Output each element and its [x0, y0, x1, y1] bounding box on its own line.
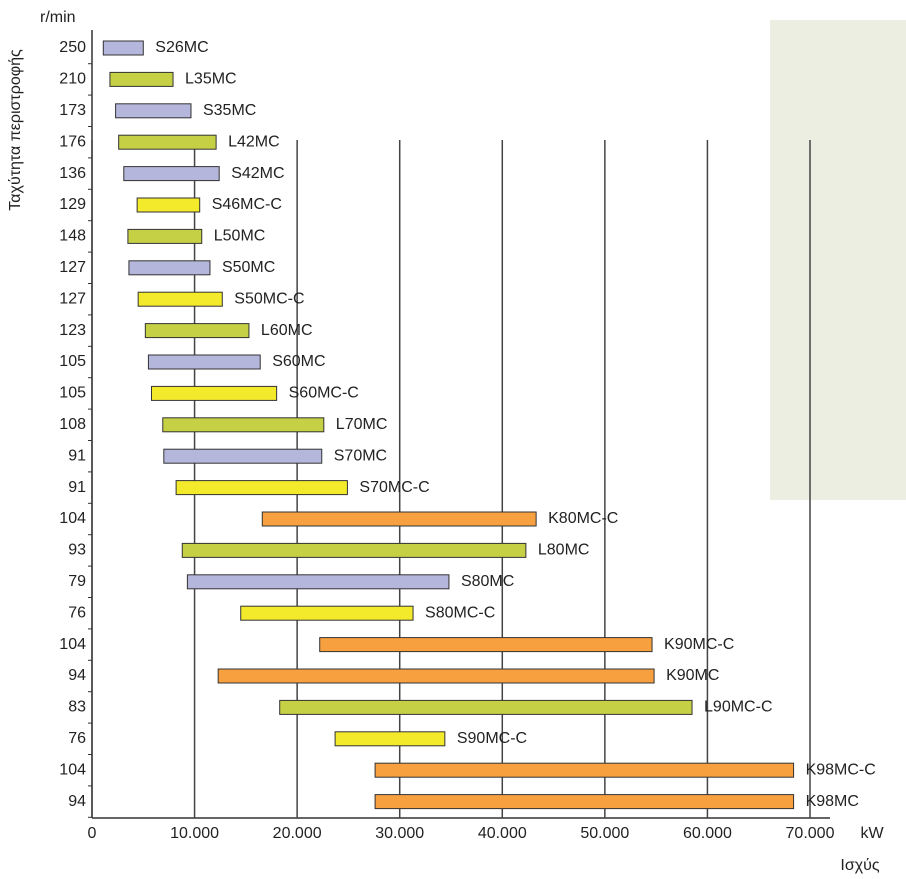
bar [115, 103, 192, 119]
speed-label: 94 [68, 667, 86, 684]
engine-label: K90MC [666, 667, 719, 684]
engine-label: S60MC-C [289, 385, 359, 402]
bar [334, 731, 446, 747]
x-tick-label: 10.000 [170, 825, 219, 842]
engine-label: S90MC-C [457, 730, 527, 747]
speed-label: 108 [59, 416, 86, 433]
bar [137, 291, 223, 307]
bar [374, 762, 795, 778]
bar [186, 574, 450, 590]
engine-label: S35MC [203, 102, 256, 119]
engine-label: L80MC [538, 542, 590, 559]
engine-label: K80MC-C [548, 510, 618, 527]
engine-label: L50MC [214, 228, 266, 245]
bar [175, 480, 348, 496]
engine-label: S42MC [231, 165, 284, 182]
engine-label: L42MC [228, 133, 280, 150]
speed-label: 79 [68, 573, 86, 590]
x-unit: kW [860, 825, 884, 842]
speed-label: 250 [59, 39, 86, 56]
engine-label: S46MC-C [212, 196, 282, 213]
y-unit: r/min [40, 9, 76, 26]
speed-label: 136 [59, 165, 86, 182]
engine-label: S70MC-C [359, 479, 429, 496]
x-tick-label: 60.000 [683, 825, 732, 842]
bar [102, 40, 144, 56]
bar [147, 354, 261, 370]
engine-label: S60MC [272, 353, 325, 370]
bar [217, 668, 655, 684]
speed-label: 105 [59, 385, 86, 402]
speed-label: 93 [68, 542, 86, 559]
bar [181, 542, 527, 558]
bar [109, 71, 174, 87]
x-tick-label: 40.000 [478, 825, 527, 842]
bar [128, 260, 211, 276]
x-tick-label: 70.000 [786, 825, 835, 842]
bar [163, 448, 323, 464]
speed-label: 173 [59, 102, 86, 119]
speed-label: 104 [59, 636, 86, 653]
bar [150, 385, 278, 401]
x-tick-label: 0 [88, 825, 97, 842]
engine-label: S50MC [222, 259, 275, 276]
bar [374, 794, 795, 810]
engine-label: L35MC [185, 71, 237, 88]
bar [144, 323, 250, 339]
engine-label: S80MC [461, 573, 514, 590]
speed-label: 176 [59, 133, 86, 150]
x-tick-label: 30.000 [375, 825, 424, 842]
background-picture [770, 20, 906, 500]
engine-label: S80MC-C [425, 604, 495, 621]
speed-label: 91 [68, 479, 86, 496]
bar [127, 228, 203, 244]
x-tick-label: 50.000 [580, 825, 629, 842]
speed-label: 127 [59, 259, 86, 276]
bar [261, 511, 537, 527]
bar [319, 637, 653, 653]
bar [123, 166, 220, 182]
bar [136, 197, 201, 213]
x-axis-label: Ισχύς [840, 857, 879, 874]
engine-label: L70MC [336, 416, 388, 433]
engine-label: L90MC-C [704, 699, 772, 716]
speed-label: 148 [59, 228, 86, 245]
speed-label: 129 [59, 196, 86, 213]
bar [162, 417, 325, 433]
engine-label: K98MC [806, 793, 859, 810]
speed-label: 105 [59, 353, 86, 370]
bar [279, 699, 693, 715]
y-axis-label: Ταχύτητα περιστροφής [7, 49, 24, 211]
speed-label: 104 [59, 761, 86, 778]
bar [118, 134, 217, 150]
engine-label: S26MC [155, 39, 208, 56]
speed-label: 94 [68, 793, 86, 810]
speed-label: 104 [59, 510, 86, 527]
x-tick-label: 20.000 [273, 825, 322, 842]
speed-label: 210 [59, 71, 86, 88]
speed-label: 91 [68, 447, 86, 464]
speed-label: 123 [59, 322, 86, 339]
engine-label: K98MC-C [806, 761, 876, 778]
speed-label: 76 [68, 604, 86, 621]
bar [240, 605, 414, 621]
engine-label: L60MC [261, 322, 313, 339]
speed-label: 127 [59, 290, 86, 307]
engine-label: K90MC-C [664, 636, 734, 653]
engine-label: S50MC-C [234, 290, 304, 307]
speed-label: 83 [68, 699, 86, 716]
speed-label: 76 [68, 730, 86, 747]
engine-label: S70MC [334, 447, 387, 464]
